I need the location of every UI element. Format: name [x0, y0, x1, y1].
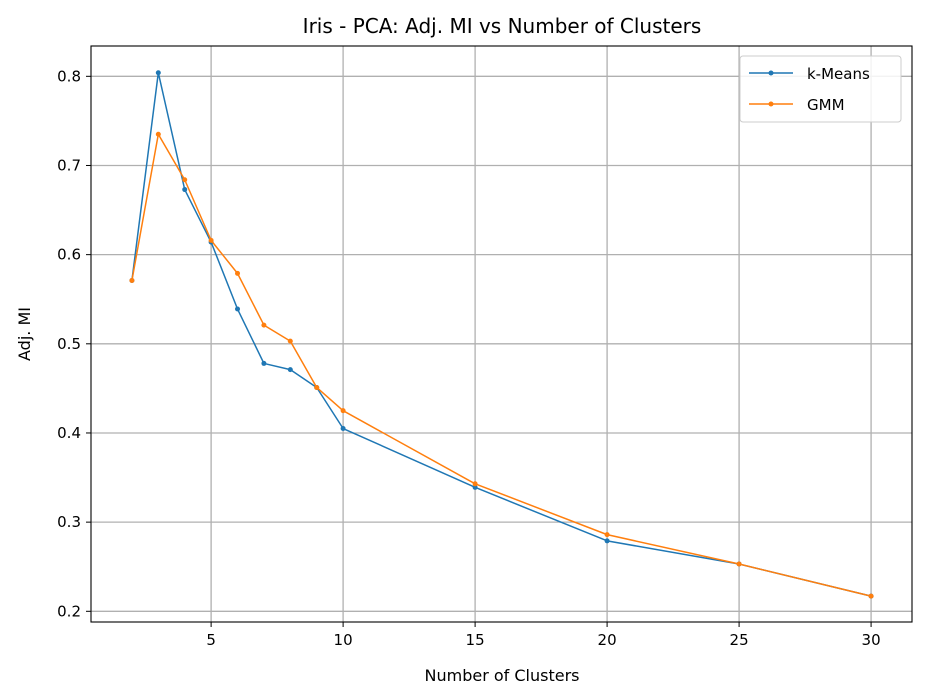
legend-marker-gmm	[768, 101, 774, 107]
data-point	[340, 408, 346, 414]
x-tick-label: 10	[334, 631, 353, 649]
series-line	[131, 71, 872, 597]
series-k-means	[129, 70, 874, 599]
data-point	[736, 561, 742, 567]
x-tick-label: 25	[730, 631, 749, 649]
x-tick-label: 15	[466, 631, 485, 649]
legend-label-k-means: k-Means	[807, 65, 870, 83]
y-tick-label: 0.3	[57, 513, 81, 531]
data-point	[340, 426, 346, 432]
data-point	[472, 484, 478, 490]
y-axis-ticks: 0.2 0.3 0.4 0.5 0.6 0.7 0.8	[57, 67, 91, 620]
data-point	[261, 360, 267, 366]
data-point	[155, 131, 161, 137]
x-tick-label: 5	[206, 631, 216, 649]
legend-label-gmm: GMM	[807, 96, 845, 114]
data-point	[314, 384, 320, 390]
y-tick-label: 0.2	[57, 602, 81, 620]
y-axis-label: Adj. MI	[15, 307, 34, 361]
series-gmm	[129, 131, 874, 599]
legend: k-Means GMM	[739, 55, 902, 123]
data-point	[182, 187, 188, 193]
data-point	[155, 70, 161, 76]
grid	[91, 46, 912, 622]
y-tick-label: 0.5	[57, 335, 81, 353]
series-layer	[129, 70, 874, 599]
x-axis-ticks: 5 10 15 20 25 30	[206, 622, 881, 649]
data-point	[129, 278, 135, 284]
series-line	[131, 133, 872, 597]
y-tick-label: 0.6	[57, 246, 81, 264]
data-point	[472, 481, 478, 487]
y-tick-label: 0.8	[57, 67, 81, 85]
y-tick-label: 0.4	[57, 424, 81, 442]
data-point	[868, 593, 874, 599]
legend-marker-k-means	[768, 70, 774, 76]
plot-frame	[90, 45, 913, 623]
data-point	[182, 177, 188, 183]
data-point	[261, 322, 267, 328]
data-point	[604, 532, 610, 538]
data-point	[287, 367, 293, 373]
data-point	[235, 270, 241, 276]
x-tick-label: 20	[598, 631, 617, 649]
chart-title: Iris - PCA: Adj. MI vs Number of Cluster…	[303, 14, 702, 38]
x-tick-label: 30	[862, 631, 881, 649]
data-point	[287, 338, 293, 344]
y-tick-label: 0.7	[57, 156, 81, 174]
data-point	[208, 237, 214, 243]
x-axis-label: Number of Clusters	[425, 666, 580, 685]
data-point	[604, 538, 610, 544]
data-point	[235, 306, 241, 312]
